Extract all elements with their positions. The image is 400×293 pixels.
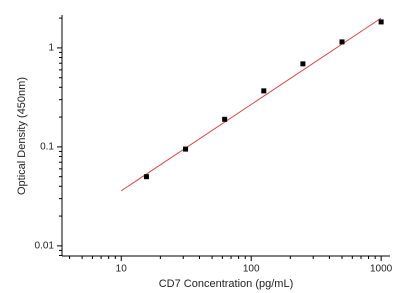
data-point <box>143 174 149 180</box>
data-point <box>222 116 228 122</box>
data-point <box>339 39 345 45</box>
x-tick-label: 100 <box>243 264 260 275</box>
y-tick-label: 1 <box>48 43 54 54</box>
y-tick-label: 0.1 <box>40 142 54 153</box>
x-tick-label: 1000 <box>370 264 393 275</box>
data-point <box>300 61 306 67</box>
x-tick-label: 10 <box>116 264 128 275</box>
data-point <box>261 88 267 94</box>
data-point <box>183 146 189 152</box>
y-tick-label: 0.01 <box>35 241 55 252</box>
x-axis-label: CD7 Concentration (pg/mL) <box>159 278 294 290</box>
fit-line <box>120 17 382 192</box>
data-point <box>378 19 384 25</box>
y-axis-label: Optical Density (450nm) <box>16 77 28 195</box>
